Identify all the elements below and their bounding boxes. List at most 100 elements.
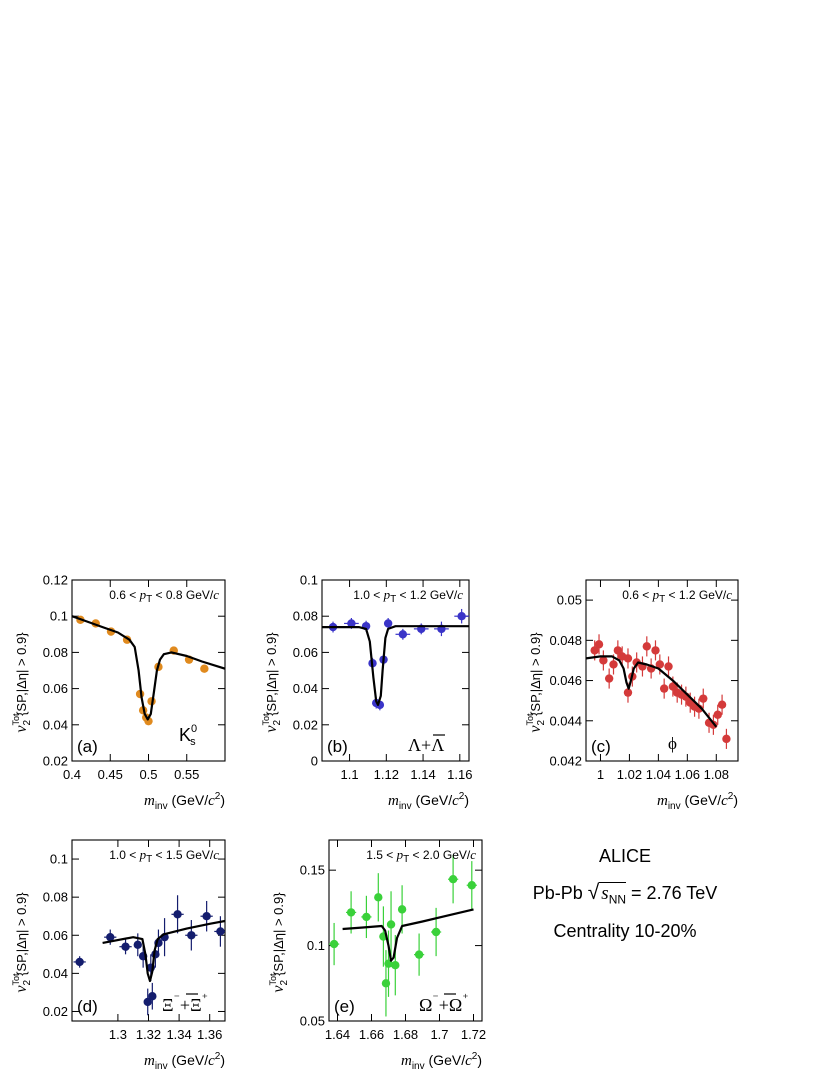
- x-tick-label: 1.16: [447, 767, 472, 782]
- x-tick-label: 1.3: [109, 1027, 127, 1042]
- data-point-group: [623, 648, 633, 669]
- data-point-group: [414, 933, 425, 976]
- data-point-group: [374, 873, 383, 922]
- y-axis-label: vTot2{SP,|Δη| > 0.9}: [11, 632, 33, 733]
- panel-e: 1.64 1.66 1.68 1.7 1.72 0.05 0.1 0.15 1.5 < pT <…: [268, 839, 486, 1072]
- y-tick-label: 0.02: [43, 1004, 68, 1019]
- data-point: [604, 674, 614, 683]
- x-tick-label: 0.4: [63, 767, 81, 782]
- data-point: [329, 939, 339, 949]
- data-point-group: [386, 891, 396, 958]
- data-point-group: [717, 694, 727, 715]
- x-tick-label: 1.14: [410, 767, 435, 782]
- data-point: [594, 640, 604, 649]
- data-point: [173, 910, 182, 919]
- panel-b: 1.1 1.12 1.14 1.16 0 0.02 0.04 0.06 0.08 0.1 1.0 <…: [261, 573, 472, 813]
- x-tick-label: 1.1: [341, 767, 359, 782]
- data-point-group: [466, 861, 477, 910]
- data-point-group: [434, 621, 449, 637]
- y-tick-label: 0: [311, 754, 318, 769]
- plot-area: [72, 615, 225, 726]
- data-point: [391, 960, 400, 970]
- energy-symbol: s: [601, 883, 609, 904]
- x-tick-label: 1: [597, 767, 604, 782]
- x-tick-label: 1.36: [197, 1027, 222, 1042]
- data-point-group: [143, 988, 152, 1016]
- y-tick-label: 0.15: [300, 863, 325, 878]
- y-tick-label: 0.05: [557, 593, 582, 608]
- pt-range-label: 0.6 < pT < 0.8 GeV/c: [109, 587, 219, 605]
- y-axis-label: vTot2{SP,|Δη| > 0.9}: [261, 632, 283, 733]
- data-point-group: [329, 922, 340, 966]
- data-point: [133, 940, 142, 949]
- y-tick-label: 0.06: [43, 928, 68, 943]
- data-point: [374, 893, 383, 902]
- y-tick-label: 0.04: [43, 717, 68, 732]
- data-point: [642, 642, 651, 651]
- y-tick-label: 0.08: [43, 890, 68, 905]
- particle-label: Ω⁻+Ω⁺: [419, 991, 469, 1015]
- y-tick-label: 0.06: [43, 681, 68, 696]
- data-point: [699, 694, 708, 703]
- particle-label: Ξ⁻+Ξ⁺: [162, 991, 208, 1015]
- data-point: [398, 630, 408, 639]
- experiment-label: ALICE: [598, 846, 652, 866]
- fit-curve: [322, 625, 469, 706]
- panel-label: (b): [327, 737, 348, 756]
- data-point-group: [431, 907, 442, 957]
- x-tick-label: 1.32: [136, 1027, 161, 1042]
- data-point-group: [651, 640, 660, 661]
- fit-curve: [342, 908, 474, 962]
- data-point: [659, 684, 669, 693]
- x-axis-label: minv (GeV/c2): [388, 791, 469, 812]
- y-axis-label: vTot2{SP,|Δη| > 0.9}: [11, 892, 33, 993]
- data-point-group: [448, 855, 459, 904]
- data-point-group: [119, 939, 132, 955]
- data-point-group: [73, 956, 86, 968]
- y-axis-label: vTot2{SP,|Δη| > 0.9}: [268, 892, 290, 993]
- data-point: [457, 612, 466, 621]
- system-label: Pb-Pb: [532, 883, 583, 903]
- x-tick-label: 1.7: [430, 1027, 448, 1042]
- data-point-group: [642, 636, 651, 657]
- y-tick-label: 0.04: [43, 966, 68, 981]
- collision-system: Pb-Pb √ sNN = 2.76 TeV: [532, 881, 718, 907]
- data-point: [623, 688, 633, 697]
- plot-area: [586, 634, 731, 749]
- y-tick-label: 0.1: [50, 609, 68, 624]
- y-tick-label: 0.046: [549, 673, 582, 688]
- data-point: [414, 950, 424, 959]
- y-tick-label: 0.08: [293, 609, 318, 624]
- data-point: [386, 920, 396, 929]
- panel-a: 0.4 0.45 0.5 0.55 0.02 0.04 0.06 0.08 0.1 0.12 0.6…: [11, 573, 226, 812]
- x-tick-label: 0.5: [139, 767, 157, 782]
- x-tick-label: 1.72: [461, 1027, 486, 1042]
- data-point: [346, 908, 356, 917]
- panel-label: (e): [334, 997, 355, 1016]
- x-tick-label: 1.08: [704, 767, 729, 782]
- panel-label: (a): [77, 737, 98, 756]
- data-point: [722, 734, 731, 744]
- data-point: [664, 662, 673, 671]
- data-point-group: [646, 658, 656, 679]
- data-point-group: [594, 634, 604, 655]
- panel-c: 1 1.02 1.04 1.06 1.08 0.042 0.044 0.046 0.048 0.0…: [525, 579, 739, 812]
- data-point: [609, 660, 618, 669]
- pt-range-label: 1.5 < pT < 2.0 GeV/c: [366, 847, 476, 865]
- data-point: [623, 654, 633, 663]
- y-tick-label: 0.1: [50, 852, 68, 867]
- x-tick-label: 1.64: [325, 1027, 350, 1042]
- y-tick-label: 0.12: [43, 573, 68, 588]
- x-tick-label: 1.12: [374, 767, 399, 782]
- data-point-group: [185, 920, 198, 951]
- energy-subscript: NN: [608, 892, 627, 907]
- fit-curve: [72, 615, 225, 721]
- y-tick-label: 0.05: [300, 1014, 325, 1029]
- x-axis-label: minv (GeV/c2): [144, 791, 225, 812]
- y-tick-label: 0.042: [549, 754, 582, 769]
- data-point-group: [659, 678, 669, 699]
- x-tick-label: 1.04: [646, 767, 671, 782]
- plot-frame: [328, 839, 483, 1022]
- x-axis-label: minv (GeV/c2): [144, 1051, 225, 1072]
